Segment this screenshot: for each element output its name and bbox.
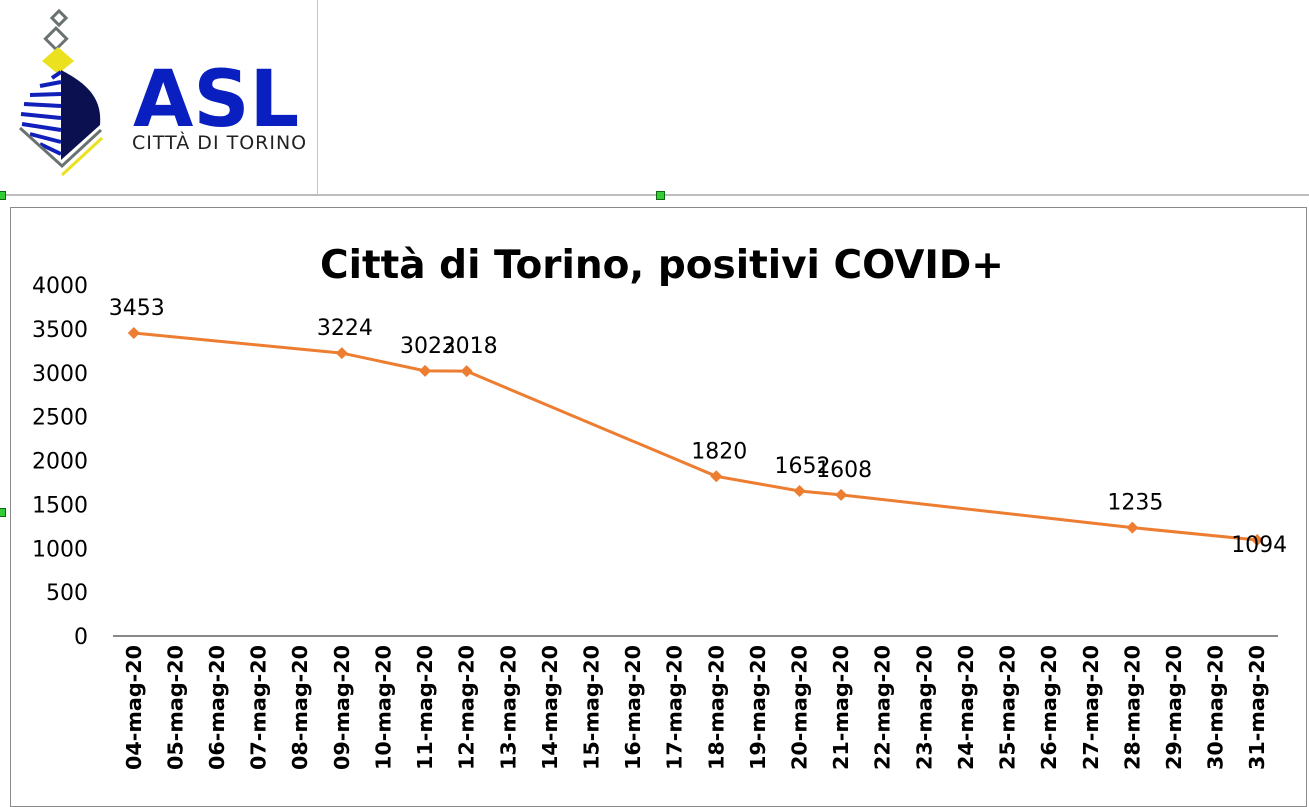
logo-subtext: CITTÀ DI TORINO [132, 131, 307, 154]
data-point [1251, 534, 1264, 547]
x-tick-label: 08-mag-20 [288, 645, 312, 770]
data-label: 3022 [400, 334, 456, 359]
data-label: 1652 [775, 454, 831, 479]
data-point [335, 347, 348, 360]
y-tick-label: 500 [46, 581, 88, 606]
x-tick-label: 30-mag-20 [1204, 645, 1228, 770]
data-label: 1608 [816, 458, 872, 483]
logo-text: ASL [133, 55, 299, 145]
x-tick-label: 10-mag-20 [371, 645, 395, 770]
x-tick-label: 12-mag-20 [455, 645, 479, 770]
divider [0, 194, 1309, 196]
x-tick-label: 06-mag-20 [205, 645, 229, 770]
data-label: 3453 [109, 296, 165, 321]
data-point [460, 365, 473, 378]
x-tick-label: 28-mag-20 [1120, 645, 1144, 770]
x-tick-label: 26-mag-20 [1037, 645, 1061, 770]
x-tick-label: 04-mag-20 [122, 645, 146, 770]
asl-logo: ASL CITTÀ DI TORINO [18, 8, 307, 177]
x-tick-label: 24-mag-20 [954, 645, 978, 770]
y-tick-label: 3500 [32, 318, 88, 343]
x-tick-label: 19-mag-20 [746, 645, 770, 770]
resize-handle[interactable] [0, 191, 6, 200]
x-tick-label: 23-mag-20 [912, 645, 936, 770]
data-point [419, 364, 432, 377]
logo-area: ASL CITTÀ DI TORINO [0, 0, 318, 195]
y-tick-label: 4000 [32, 274, 88, 299]
x-tick-label: 16-mag-20 [621, 645, 645, 770]
data-label: 1235 [1107, 491, 1163, 516]
x-tick-label: 18-mag-20 [704, 645, 728, 770]
x-tick-label: 14-mag-20 [538, 645, 562, 770]
x-tick-label: 13-mag-20 [496, 645, 520, 770]
y-tick-label: 2500 [32, 406, 88, 431]
data-label: 3224 [317, 316, 373, 341]
data-label: 1094 [1231, 533, 1287, 558]
series-line [133, 331, 1258, 542]
x-tick-label: 20-mag-20 [788, 645, 812, 770]
y-tick-label: 0 [74, 625, 88, 650]
y-tick-label: 2000 [32, 450, 88, 475]
x-tick-label: 22-mag-20 [871, 645, 895, 770]
data-point [1126, 521, 1139, 534]
x-tick-label: 07-mag-20 [247, 645, 271, 770]
y-tick-label: 1500 [32, 493, 88, 518]
data-point [835, 488, 848, 501]
resize-handle[interactable] [0, 508, 6, 517]
data-point [127, 326, 140, 339]
x-tick-label: 27-mag-20 [1079, 645, 1103, 770]
x-tick-label: 17-mag-20 [663, 645, 687, 770]
data-point [710, 470, 723, 483]
y-tick-label: 1000 [32, 537, 88, 562]
data-label: 3018 [442, 334, 498, 359]
x-tick-label: 29-mag-20 [1162, 645, 1186, 770]
chart-title: Città di Torino, positivi COVID+ [320, 243, 1004, 288]
x-tick-label: 09-mag-20 [330, 645, 354, 770]
x-tick-label: 11-mag-20 [413, 645, 437, 770]
data-point [793, 485, 806, 498]
x-tick-label: 15-mag-20 [579, 645, 603, 770]
x-tick-label: 05-mag-20 [163, 645, 187, 770]
x-tick-label: 21-mag-20 [829, 645, 853, 770]
resize-handle[interactable] [656, 191, 665, 200]
x-tick-label: 25-mag-20 [996, 645, 1020, 770]
data-label: 1820 [691, 439, 747, 464]
x-tick-label: 31-mag-20 [1245, 645, 1269, 770]
y-tick-label: 3000 [32, 362, 88, 387]
